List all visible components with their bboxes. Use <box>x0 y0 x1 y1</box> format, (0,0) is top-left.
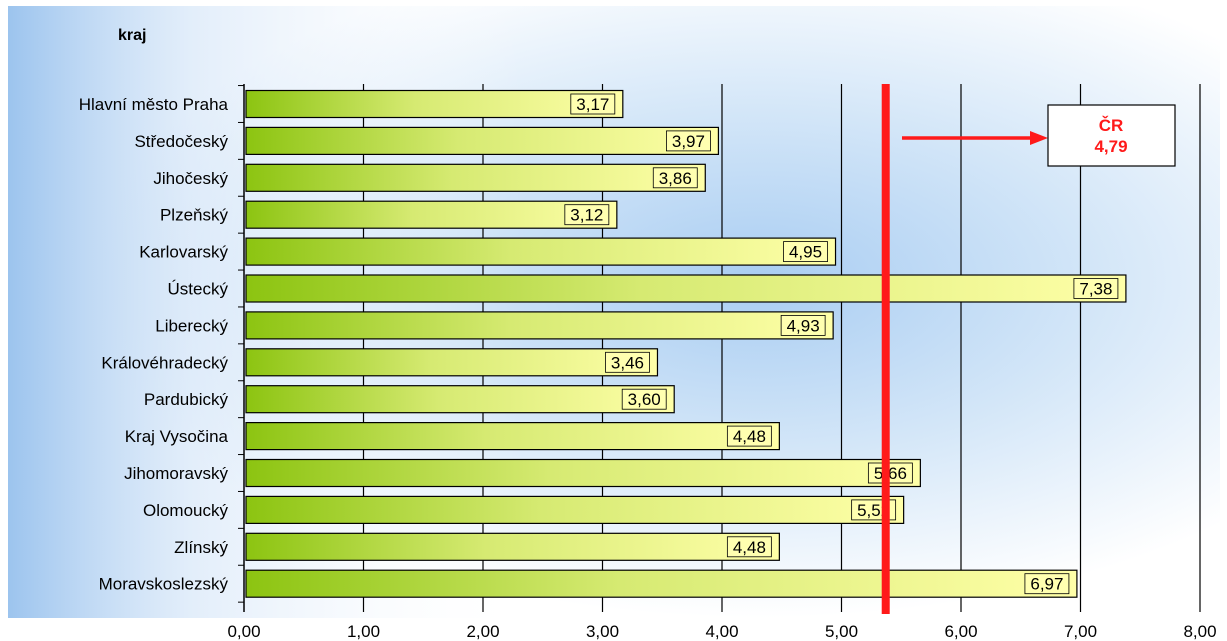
data-label-text-3: 3,12 <box>570 206 603 225</box>
data-label-8: 3,60 <box>621 388 667 410</box>
data-label-6: 4,93 <box>780 314 826 336</box>
x-tick-label-0: 0,00 <box>227 622 260 641</box>
value-labels: 3,17 3,97 3,86 3,12 4,95 7,38 4,93 3,46 3,60 4,48… <box>564 93 1119 595</box>
data-label-text-1: 3,97 <box>672 132 705 151</box>
bar-1 <box>245 126 720 156</box>
data-label-box-9 <box>726 425 772 447</box>
data-label-13: 6,97 <box>1024 573 1070 595</box>
data-label-box-4 <box>783 241 828 263</box>
category-label-1: Středočeský <box>134 132 228 151</box>
data-label-1: 3,97 <box>666 130 711 152</box>
data-label-0: 3,17 <box>570 93 616 115</box>
bar-11 <box>245 495 905 524</box>
data-label-box-3 <box>564 204 610 226</box>
bar-2 <box>245 163 706 192</box>
bar-9 <box>245 422 780 451</box>
category-label-9: Kraj Vysočina <box>125 427 229 446</box>
x-tick-label-3: 3,00 <box>586 622 619 641</box>
x-tick-label-6: 6,00 <box>944 622 977 641</box>
bar-6 <box>245 311 834 340</box>
annotation-box-frame <box>1047 104 1176 167</box>
category-labels: Hlavní město Praha Středočeský Jihočeský Pl… <box>79 95 229 594</box>
category-label-0: Hlavní město Praha <box>79 95 229 114</box>
bar-7 <box>245 348 659 377</box>
data-label-box-2 <box>652 167 698 189</box>
data-label-text-4: 4,95 <box>789 243 822 262</box>
data-label-text-6: 4,93 <box>787 316 820 335</box>
data-label-text-5: 7,38 <box>1079 280 1112 299</box>
data-label-box-8 <box>621 388 667 410</box>
data-label-box-5 <box>1073 278 1119 299</box>
bar-0 <box>245 89 624 119</box>
annotation-line2: 4,79 <box>1094 137 1127 156</box>
category-label-7: Královéhradecký <box>101 353 228 372</box>
data-label-text-0: 3,17 <box>576 95 609 114</box>
data-label-box-13 <box>1024 573 1070 595</box>
data-label-text-10: 5,66 <box>874 464 907 483</box>
x-tick-labels: 0,00 1,00 2,00 3,00 4,00 5,00 6,00 7,00 8,00 <box>227 622 1216 641</box>
category-label-5: Ústecký <box>168 280 229 299</box>
bar-10 <box>245 458 921 488</box>
bars <box>245 89 1127 598</box>
annotation-line1: ČR <box>1099 116 1124 135</box>
category-label-12: Zlínský <box>174 538 228 557</box>
data-label-text-7: 3,46 <box>611 353 644 372</box>
annotation-box: ČR 4,79 <box>1047 104 1176 167</box>
annotation-arrow-head <box>1030 131 1048 145</box>
bar-3 <box>245 200 618 229</box>
data-label-text-8: 3,60 <box>628 390 661 409</box>
data-label-text-2: 3,86 <box>659 169 692 188</box>
reference-layer: ČR 4,79 <box>881 84 1176 614</box>
category-label-13: Moravskoslezský <box>99 575 229 594</box>
data-label-box-7 <box>605 351 650 373</box>
bar-4 <box>245 237 837 266</box>
bar-8 <box>245 385 675 414</box>
x-tick-label-1: 1,00 <box>347 622 380 641</box>
x-tick-label-7: 7,00 <box>1064 622 1097 641</box>
data-label-10: 5,66 <box>867 462 913 484</box>
bar-5 <box>245 274 1127 303</box>
y-axis-title: kraj <box>118 27 146 44</box>
category-label-10: Jihomoravský <box>124 464 228 483</box>
data-label-7: 3,46 <box>605 351 650 373</box>
data-label-3: 3,12 <box>564 204 610 226</box>
data-label-4: 4,95 <box>783 241 828 263</box>
data-label-5: 7,38 <box>1073 278 1119 299</box>
category-label-11: Olomoucký <box>143 501 229 520</box>
data-label-box-0 <box>570 93 616 115</box>
category-label-2: Jihočeský <box>153 169 228 188</box>
x-tick-label-8: 8,00 <box>1183 622 1216 641</box>
data-label-box-12 <box>726 536 772 558</box>
category-label-4: Karlovarský <box>139 243 228 262</box>
x-tick-label-5: 5,00 <box>825 622 858 641</box>
category-label-8: Pardubický <box>144 390 229 409</box>
data-label-2: 3,86 <box>652 167 698 189</box>
category-label-3: Plzeňský <box>160 206 229 225</box>
data-label-9: 4,48 <box>726 425 772 447</box>
data-label-text-9: 4,48 <box>733 427 766 446</box>
x-tick-label-2: 2,00 <box>466 622 499 641</box>
data-label-box-1 <box>666 130 711 152</box>
data-label-box-10 <box>867 462 913 484</box>
data-label-12: 4,48 <box>726 536 772 558</box>
data-label-text-13: 6,97 <box>1030 575 1063 594</box>
bar-13 <box>245 569 1078 598</box>
x-tick-label-4: 4,00 <box>705 622 738 641</box>
data-label-text-12: 4,48 <box>733 538 766 557</box>
bar-12 <box>245 532 780 561</box>
data-label-box-6 <box>780 314 826 336</box>
category-label-6: Liberecký <box>155 316 228 335</box>
reference-line <box>881 84 890 614</box>
